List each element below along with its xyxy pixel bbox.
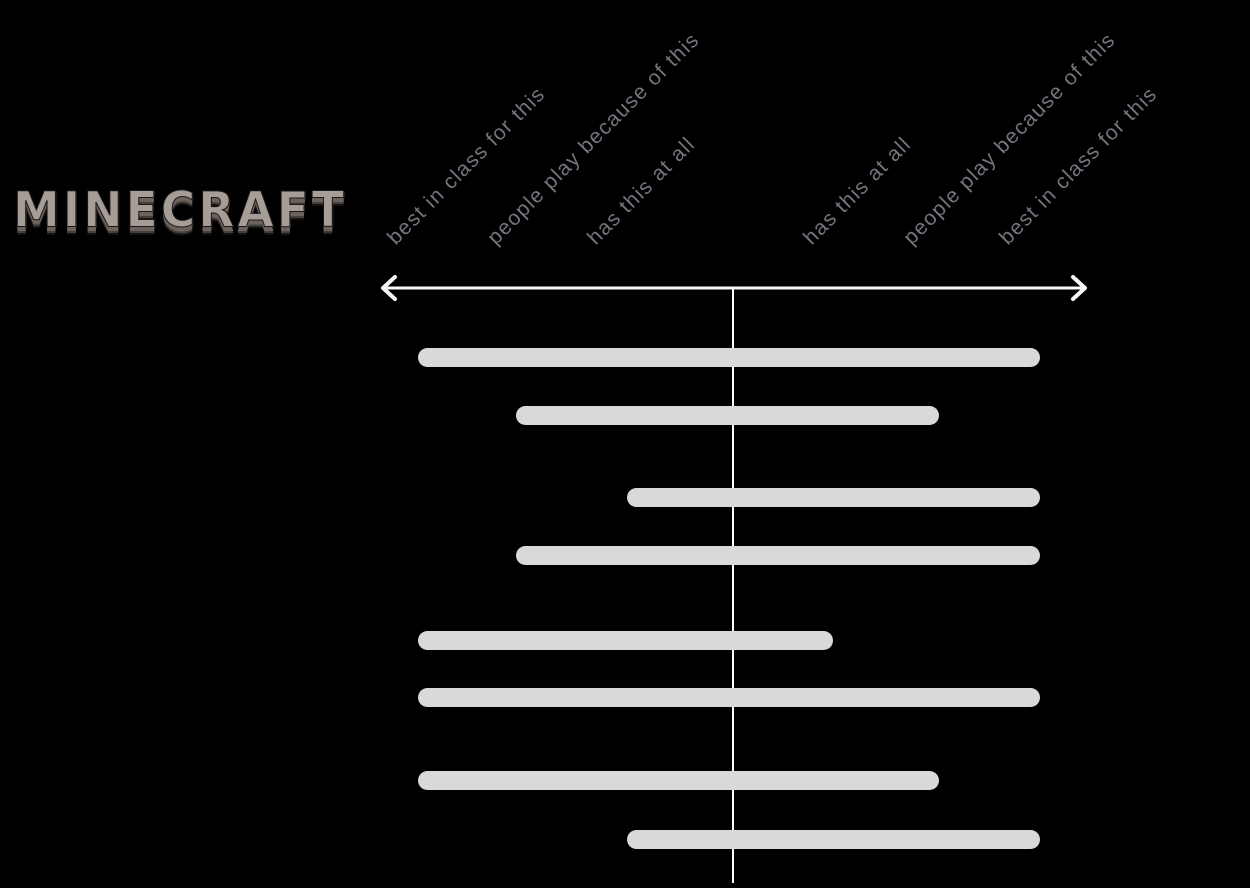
minecraft-logo-text: MINECRAFT xyxy=(13,181,347,240)
range-bar-2 xyxy=(516,406,939,425)
arrowhead-left-icon xyxy=(381,275,397,301)
minecraft-logo: MINECRAFT xyxy=(13,181,363,258)
axis-label-left-2: has this at all xyxy=(583,132,700,250)
axis-label-left-1: people play because of this xyxy=(483,28,705,250)
axis-label-right-5: best in class for this xyxy=(995,82,1162,250)
range-bar-8 xyxy=(627,830,1040,849)
range-bar-3 xyxy=(627,488,1040,507)
range-bar-5 xyxy=(418,631,833,650)
range-bar-6 xyxy=(418,688,1040,707)
range-bar-7 xyxy=(418,771,939,790)
range-bar-4 xyxy=(516,546,1040,565)
range-bar-1 xyxy=(418,348,1040,367)
arrowhead-right-icon xyxy=(1071,275,1087,301)
axis-label-left-0: best in class for this xyxy=(383,82,550,250)
